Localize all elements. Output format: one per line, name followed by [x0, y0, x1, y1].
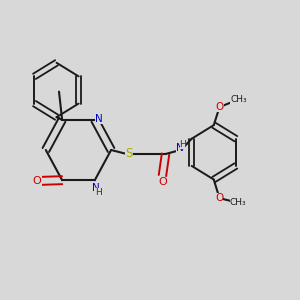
Text: O: O — [215, 193, 224, 203]
Text: N: N — [176, 143, 183, 153]
Text: O: O — [33, 176, 42, 186]
Text: N: N — [92, 184, 100, 194]
Text: N: N — [95, 114, 103, 124]
Text: H: H — [95, 188, 102, 196]
Text: CH₃: CH₃ — [230, 198, 246, 207]
Text: H: H — [180, 140, 186, 149]
Text: S: S — [125, 148, 133, 160]
Text: O: O — [158, 176, 167, 187]
Text: O: O — [216, 102, 224, 112]
Text: CH₃: CH₃ — [230, 95, 247, 104]
